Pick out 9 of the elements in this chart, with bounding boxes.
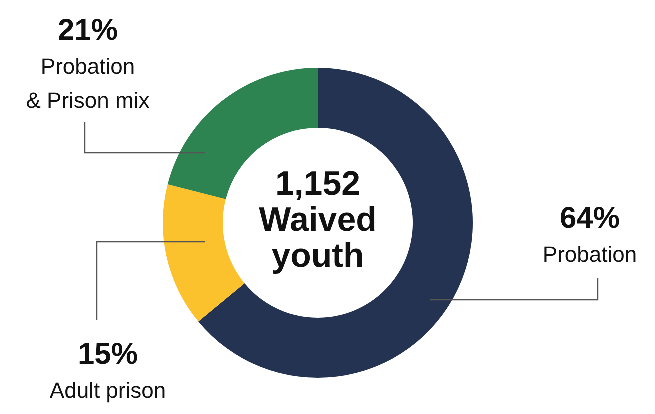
data-label: 15%: [78, 338, 138, 371]
slice-label: Probation: [542, 242, 638, 267]
slice-label: Adult prison: [50, 378, 166, 403]
donut-slice: [198, 68, 473, 378]
text: 1,152 Waived youth: [259, 165, 377, 275]
slice-label: Probation & Prison mix: [26, 54, 150, 113]
data-label: 64%: [560, 202, 620, 235]
data-label: 21%: [58, 14, 118, 47]
donut-slice: [163, 184, 245, 322]
